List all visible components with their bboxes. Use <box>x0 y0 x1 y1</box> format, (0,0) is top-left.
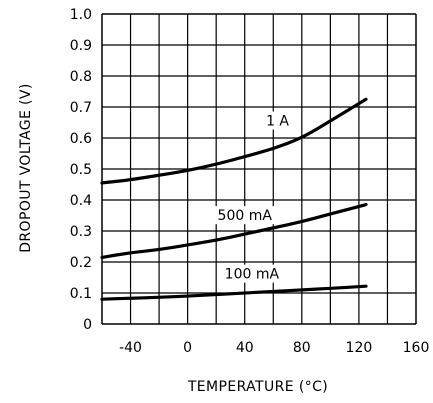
y-tick-label: 0.7 <box>70 100 92 116</box>
y-tick-label: 0.4 <box>70 193 92 209</box>
series-line <box>100 203 368 259</box>
x-axis-label: TEMPERATURE (°C) <box>187 379 328 395</box>
y-tick-label: 0.3 <box>70 224 92 240</box>
y-axis-label: DROPOUT VOLTAGE (V) <box>18 83 34 253</box>
series-label: 500 mA <box>218 208 273 224</box>
series-line <box>100 97 368 185</box>
y-tick-label: 0.8 <box>70 69 92 85</box>
y-tick-label: 0.1 <box>70 286 92 302</box>
series-label-background <box>263 111 293 130</box>
y-tick-label: 0.5 <box>70 162 92 178</box>
tick-labels: 0 0.1 0.2 0.3 0.4 0.5 0.6 0.7 0.8 0.9 1.0 -40 0 40 80 1… <box>70 7 430 356</box>
series-lines <box>100 97 368 301</box>
x-tick-label: 160 <box>403 340 430 356</box>
series-label-background <box>221 264 283 283</box>
x-tick-label: -40 <box>119 340 142 356</box>
series-label: 1 A <box>266 114 289 130</box>
x-tick-label: 120 <box>346 340 373 356</box>
series-line <box>100 284 368 301</box>
series-labels: 1 A 500 mA 100 mA <box>214 111 293 283</box>
y-tick-label: 1.0 <box>70 7 92 23</box>
series-label: 100 mA <box>225 267 280 283</box>
x-tick-label: 40 <box>236 340 254 356</box>
y-tick-label: 0.2 <box>70 255 92 271</box>
x-tick-label: 0 <box>183 340 192 356</box>
x-tick-label: 80 <box>293 340 311 356</box>
y-tick-label: 0.6 <box>70 131 92 147</box>
y-tick-label: 0 <box>83 317 92 333</box>
series-label-background <box>214 206 275 225</box>
y-tick-label: 0.9 <box>70 38 92 54</box>
